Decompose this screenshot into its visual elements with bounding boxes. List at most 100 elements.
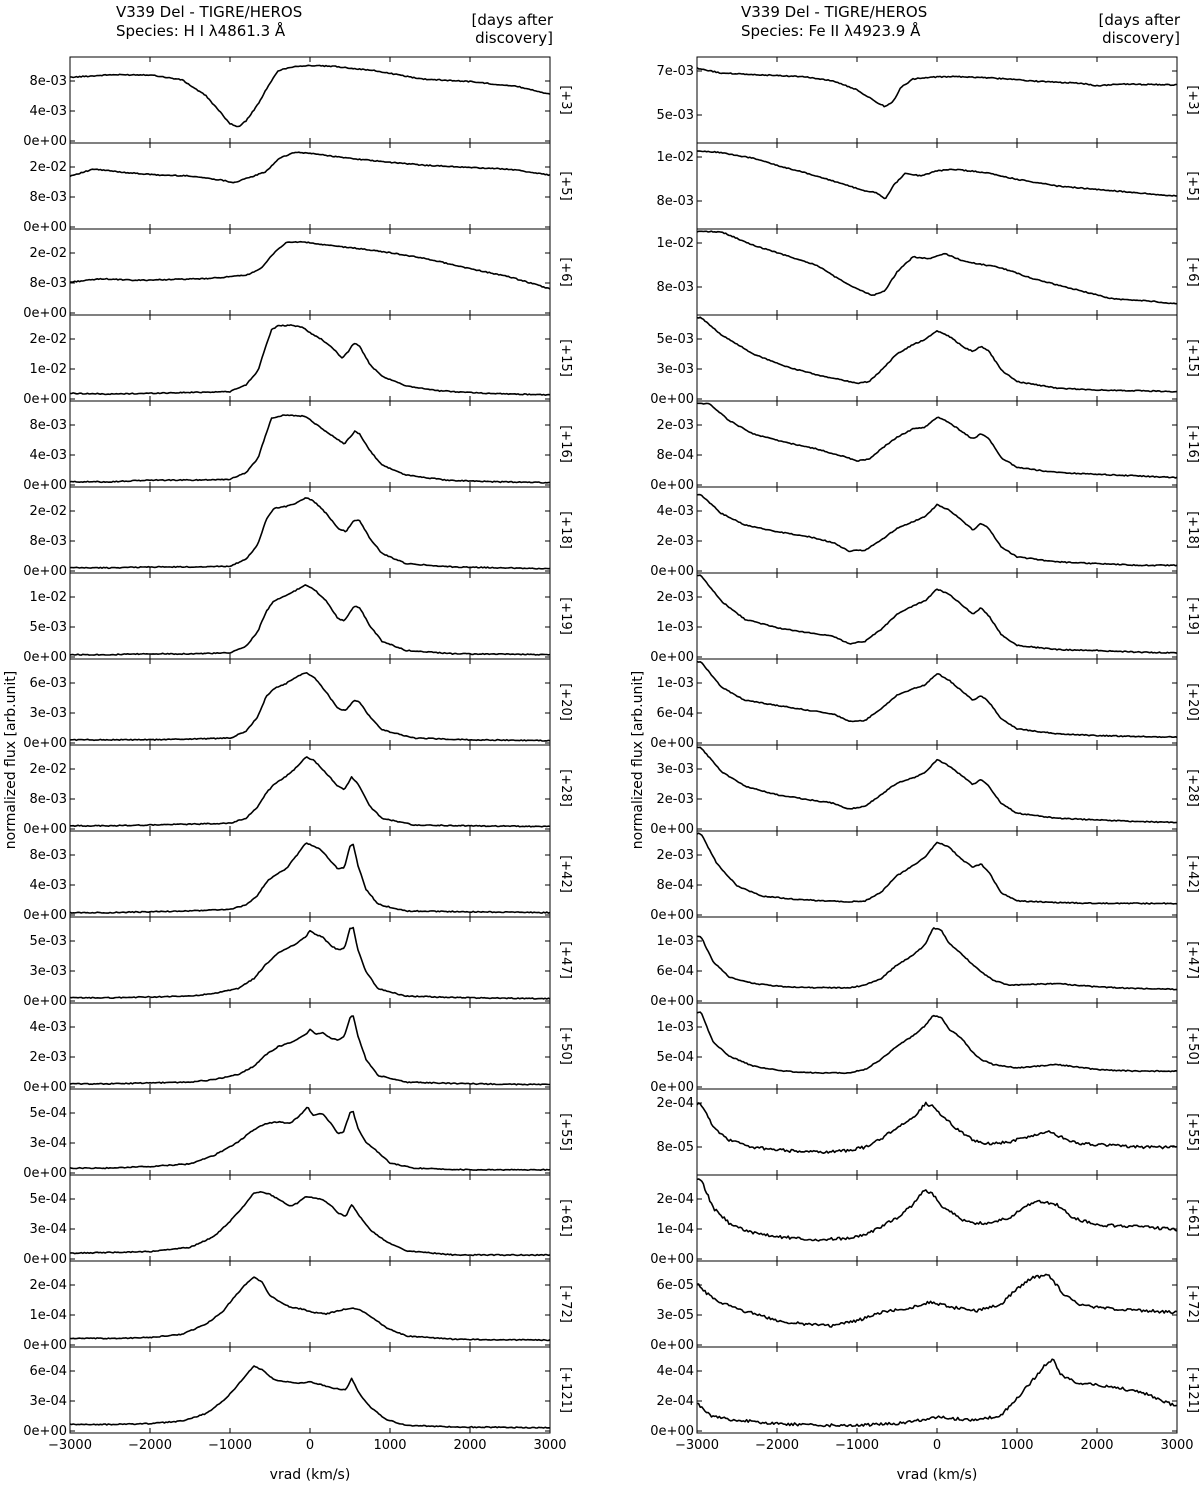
panel-hi-11: 0e+00 2e-03 4e-03 [+50] xyxy=(23,1002,573,1095)
spectrum-line xyxy=(69,842,551,914)
y-tick-label: 3e-03 xyxy=(656,762,694,777)
y-tick-label: 1e-03 xyxy=(656,934,694,949)
panel-hi-5: 0e+00 8e-03 2e-02 [+18] xyxy=(23,486,573,579)
spectrum-line xyxy=(69,64,551,128)
day-label: [+15] xyxy=(558,339,573,377)
day-label: [+19] xyxy=(558,597,573,635)
y-tick-label: 0e+00 xyxy=(23,1166,67,1181)
spectrum-line xyxy=(696,832,1178,905)
day-label: [+28] xyxy=(1185,769,1200,807)
y-tick-label: 2e-04 xyxy=(29,1278,67,1293)
x-axis-title: vrad (km/s) xyxy=(270,1467,351,1483)
days-header-line1: [days after xyxy=(471,11,553,29)
y-tick-label: 0e+00 xyxy=(23,1080,67,1095)
y-tick-label: 0e+00 xyxy=(23,306,67,321)
panel-feii-2: 8e-03 1e-02 [+6] xyxy=(656,228,1200,316)
panel-frame xyxy=(696,572,1178,660)
panel-hi-8: 0e+00 8e-03 2e-02 [+28] xyxy=(23,744,573,837)
panel-feii-10: 0e+00 6e-04 1e-03 [+47] xyxy=(650,916,1200,1009)
spectrum-line xyxy=(69,324,551,396)
spectrum-line xyxy=(69,584,551,656)
day-label: [+47] xyxy=(1185,941,1200,979)
panel-frame xyxy=(696,228,1178,316)
spectrum-line xyxy=(69,1106,551,1171)
day-label: [+61] xyxy=(558,1199,573,1237)
y-tick-label: 0e+00 xyxy=(23,134,67,149)
x-tick-label: 3000 xyxy=(1160,1438,1193,1453)
chart-title: V339 Del - TIGRE/HEROS xyxy=(741,3,927,21)
y-tick-label: 3e-03 xyxy=(29,964,67,979)
panel-frame xyxy=(696,314,1178,402)
y-tick-label: 2e-03 xyxy=(656,590,694,605)
y-tick-label: 0e+00 xyxy=(23,1424,67,1439)
y-tick-label: 0e+00 xyxy=(650,736,694,751)
y-tick-label: 1e-04 xyxy=(656,1222,694,1237)
y-tick-label: 8e-03 xyxy=(29,276,67,291)
x-tick-label: −3000 xyxy=(675,1438,719,1453)
y-tick-label: 6e-04 xyxy=(656,706,694,721)
panel-feii-6: 0e+00 1e-03 2e-03 [+19] xyxy=(650,572,1200,665)
panel-feii-9: 0e+00 8e-04 2e-03 [+42] xyxy=(650,830,1200,923)
day-label: [+6] xyxy=(558,257,573,286)
y-tick-label: 8e-04 xyxy=(656,878,694,893)
y-tick-label: 5e-03 xyxy=(656,108,694,123)
y-tick-label: 5e-03 xyxy=(29,934,67,949)
feii-4923-column: V339 Del - TIGRE/HEROS Species: Fe II λ4… xyxy=(630,3,1200,1483)
x-tick-label: 2000 xyxy=(1080,1438,1113,1453)
y-tick-label: 0e+00 xyxy=(650,822,694,837)
panel-feii-14: 0e+00 3e-05 6e-05 [+72] xyxy=(650,1260,1200,1353)
spectrum-line xyxy=(696,1101,1178,1154)
day-label: [+6] xyxy=(1185,257,1200,286)
chart-subtitle: Species: H I λ4861.3 Å xyxy=(116,21,286,40)
panel-frame xyxy=(696,916,1178,1004)
spectrum-line xyxy=(69,1365,551,1429)
day-label: [+19] xyxy=(1185,597,1200,635)
panel-frame xyxy=(69,56,551,144)
y-tick-label: 0e+00 xyxy=(650,1080,694,1095)
panel-hi-2: 0e+00 8e-03 2e-02 [+6] xyxy=(23,228,573,321)
y-tick-label: 0e+00 xyxy=(650,1424,694,1439)
spectrum-line xyxy=(696,574,1178,654)
day-label: [+28] xyxy=(558,769,573,807)
spectrum-line xyxy=(69,1191,551,1257)
panel-hi-9: 0e+00 4e-03 8e-03 [+42] xyxy=(23,830,573,923)
y-tick-label: 2e-02 xyxy=(29,504,67,519)
y-tick-label: 1e-03 xyxy=(656,620,694,635)
y-tick-label: 0e+00 xyxy=(23,650,67,665)
spectrum-line xyxy=(69,1276,551,1342)
panel-hi-1: 0e+00 8e-03 2e-02 [+5] xyxy=(23,142,573,235)
y-tick-label: 2e-04 xyxy=(656,1096,694,1111)
days-header-line2: discovery] xyxy=(1102,29,1180,47)
spectrum-line xyxy=(69,497,551,570)
y-tick-label: 2e-02 xyxy=(29,762,67,777)
spectrum-line xyxy=(696,1178,1178,1242)
x-tick-label: −2000 xyxy=(128,1438,172,1453)
y-tick-label: 0e+00 xyxy=(23,478,67,493)
y-tick-label: 5e-03 xyxy=(29,620,67,635)
panel-feii-11: 0e+00 5e-04 1e-03 [+50] xyxy=(650,1002,1200,1095)
y-tick-label: 2e-02 xyxy=(29,160,67,175)
y-tick-label: 8e-03 xyxy=(656,194,694,209)
y-tick-label: 0e+00 xyxy=(23,822,67,837)
day-label: [+5] xyxy=(558,171,573,200)
y-tick-label: 0e+00 xyxy=(23,564,67,579)
day-label: [+50] xyxy=(558,1027,573,1065)
y-tick-label: 2e-03 xyxy=(656,792,694,807)
x-tick-label: 3000 xyxy=(533,1438,566,1453)
day-label: [+50] xyxy=(1185,1027,1200,1065)
panel-hi-6: 0e+00 5e-03 1e-02 [+19] xyxy=(23,572,573,665)
y-tick-label: 5e-04 xyxy=(656,1050,694,1065)
y-tick-label: 8e-03 xyxy=(29,190,67,205)
y-tick-label: 8e-04 xyxy=(656,448,694,463)
panel-hi-12: 0e+00 3e-04 5e-04 [+55] xyxy=(23,1088,573,1181)
spectrum-line xyxy=(696,493,1178,567)
day-label: [+20] xyxy=(1185,683,1200,721)
panel-feii-3: 0e+00 3e-03 5e-03 [+15] xyxy=(650,314,1200,407)
spectrum-line xyxy=(69,926,551,1000)
day-label: [+121] xyxy=(1185,1367,1200,1413)
y-tick-label: 8e-03 xyxy=(29,792,67,807)
panel-frame xyxy=(696,658,1178,746)
day-label: [+55] xyxy=(558,1113,573,1151)
panel-frame xyxy=(69,400,551,488)
x-axis-title: vrad (km/s) xyxy=(897,1467,978,1483)
